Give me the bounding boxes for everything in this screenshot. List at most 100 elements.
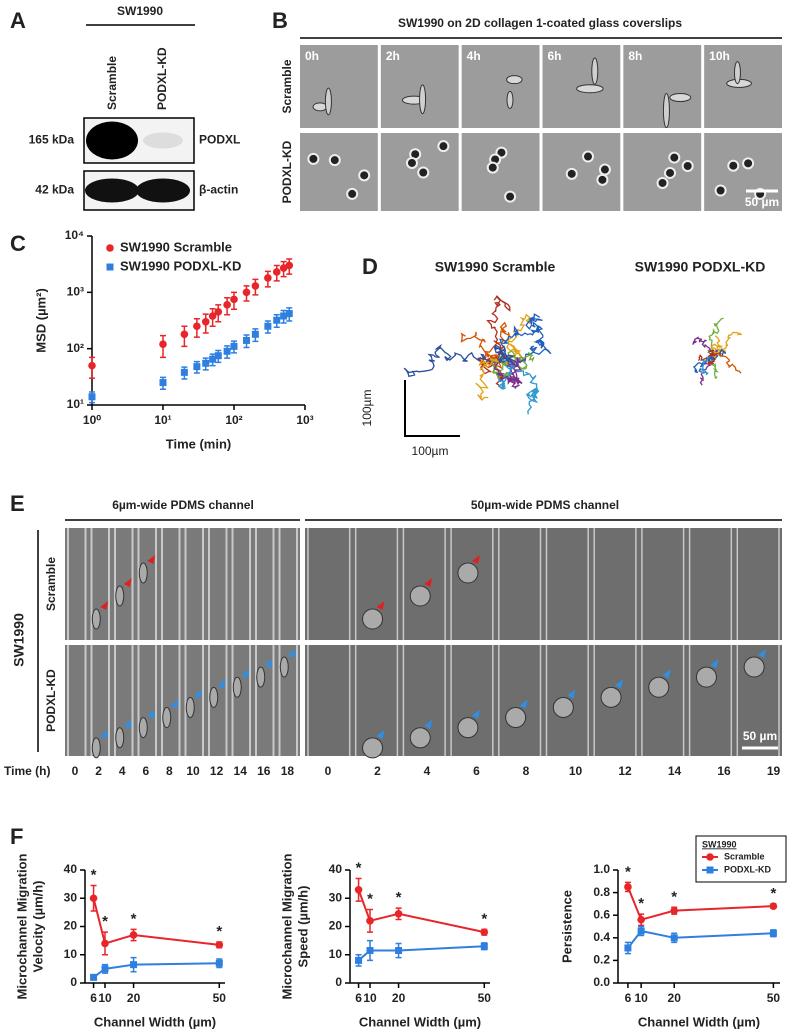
band [143,132,183,149]
y-tick-label: 10 [64,947,78,961]
time-label: 16 [717,764,731,778]
arrowhead [100,601,109,610]
y-tick-label: 30 [329,890,343,904]
time-label: 14 [668,764,682,778]
point [769,929,777,937]
cell [669,93,692,103]
legend-marker [706,866,714,874]
panel-title: SW1990 Scramble [435,259,556,275]
cell [576,84,604,94]
scale-label: 100µm [412,444,449,458]
band-protein: PODXL [199,133,240,147]
cell [358,169,371,182]
cell [733,61,741,85]
time-label: 12 [210,764,224,778]
y-tick-label: 0.2 [593,953,610,967]
y-tick-label: 10¹ [67,397,84,411]
point [214,308,223,316]
cell [437,140,450,153]
panel-label: E [10,491,25,516]
cell [312,102,328,112]
time-label: 16 [257,764,271,778]
point [264,274,272,282]
point [101,965,109,973]
point [223,347,231,355]
point [769,902,778,910]
micrograph [380,45,459,128]
trajectory [499,359,540,415]
cell [362,737,384,759]
cell [162,707,172,729]
arrowhead [662,669,671,679]
arrowhead [288,649,297,658]
time-label: 0 [72,764,79,778]
arrowhead [123,578,132,587]
micrograph [461,133,540,211]
cell [115,585,125,607]
cell [457,562,479,584]
cell [695,666,717,688]
cell [138,717,148,739]
cell [409,727,431,749]
significance: * [356,859,362,876]
x-tick-label: 20 [392,991,406,1005]
trajectory [493,357,527,382]
legend-marker [106,244,114,252]
y-tick-label: 10 [329,947,343,961]
x-tick-label: 50 [767,991,781,1005]
time-label: 10 [186,764,200,778]
y-axis-label: MSD (µm²) [33,288,48,353]
cell [582,150,595,163]
series-line [357,945,485,962]
trajectory [710,335,724,358]
y-tick-label: 0.0 [593,975,610,989]
micrograph [623,133,702,211]
x-tick-label: 6 [90,991,97,1005]
scale-bar [404,380,460,437]
band [136,178,190,203]
micrograph [65,528,300,640]
significance: * [638,895,644,912]
x-tick-label: 50 [478,991,492,1005]
y-tick-label: 30 [64,890,78,904]
x-axis-label: Channel Width (µm) [359,1014,481,1029]
significance: * [367,891,373,908]
cell [648,676,670,698]
cell [91,737,101,759]
x-tick-label: 50 [213,991,227,1005]
y-tick-label: 0.6 [593,907,610,921]
row-label: Scramble [44,557,58,611]
y-tick-label: 40 [329,862,343,876]
cell [662,93,670,129]
y-tick-label: 10⁴ [65,228,84,242]
cell [256,666,266,688]
x-axis-label: Channel Width (µm) [94,1014,216,1029]
y-axis-label: Microchannel Migration [14,853,29,999]
y-tick-label: 0 [335,975,342,989]
point [395,947,403,955]
time-label: 10h [709,49,730,63]
arrowhead [710,659,719,669]
point [670,906,679,915]
point [242,288,251,297]
trajectory [499,313,534,366]
cell [328,154,341,167]
cell [279,656,289,678]
time-label: 4 [424,764,431,778]
point [394,909,403,918]
trajectory [697,354,717,365]
band-size: 165 kDa [29,133,75,147]
x-tick-label: 10² [225,413,242,427]
trajectory [481,321,511,370]
panel-title: SW1990 on 2D collagen 1-coated glass cov… [398,16,682,30]
point [230,295,238,304]
arrowhead [241,669,250,679]
cell [232,676,242,698]
point [285,310,293,318]
point [480,928,489,936]
series-line [626,886,774,921]
time-label: 19 [767,764,781,778]
legend-label: SW1990 Scramble [120,239,232,254]
